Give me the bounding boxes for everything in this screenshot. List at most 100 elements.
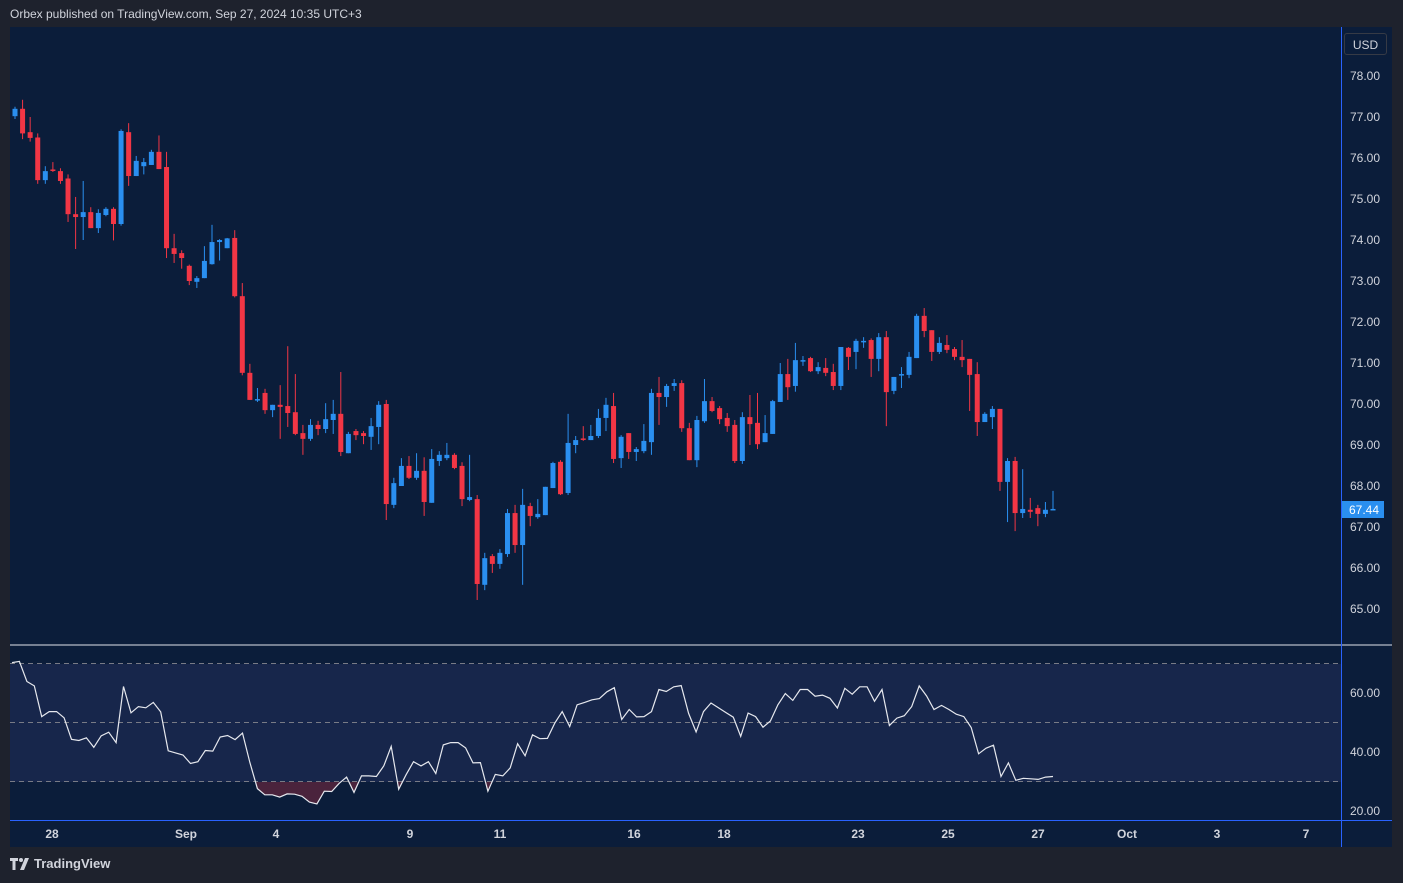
candle [57, 168, 63, 184]
candle-body [474, 499, 480, 584]
rsi-axis[interactable]: 60.00 40.00 20.00 [1350, 686, 1380, 818]
candle [535, 499, 541, 519]
candle [845, 347, 851, 370]
time-tick-label: 28 [45, 827, 59, 841]
candle-body [1020, 508, 1026, 514]
candle [618, 435, 624, 468]
candle [823, 358, 829, 377]
candle-body [823, 367, 829, 373]
candle [527, 502, 533, 527]
candle [762, 415, 768, 443]
candle [989, 406, 995, 430]
candle-body [247, 372, 253, 400]
candle [270, 404, 276, 418]
candle [747, 394, 753, 445]
rsi-tick-label: 40.00 [1350, 745, 1380, 759]
candle-body [292, 412, 298, 434]
price-tick-label: 65.00 [1350, 602, 1380, 616]
candle-body [868, 340, 874, 359]
candle [573, 435, 579, 454]
candle [35, 133, 41, 184]
candle [633, 447, 639, 461]
candle [262, 388, 268, 414]
candle [186, 264, 192, 286]
candle [1035, 504, 1041, 527]
currency-button[interactable]: USD [1344, 33, 1387, 55]
candle [467, 454, 473, 502]
candle-body [618, 436, 624, 459]
candle-body [156, 151, 162, 170]
last-price-value: 67.44 [1349, 503, 1379, 517]
candle [853, 338, 859, 370]
candle-body [565, 442, 571, 493]
candle-body [952, 349, 958, 357]
candle [952, 347, 958, 361]
candle-body [830, 372, 836, 386]
time-axis[interactable]: 28 Sep 4 9 11 16 18 23 25 27 Oct 3 7 [45, 827, 1309, 841]
candle [474, 495, 480, 600]
candles-series [12, 99, 1056, 600]
candle-body [512, 513, 518, 546]
price-axis[interactable]: 78.00 77.00 76.00 75.00 74.00 73.00 72.00 71.00… [1350, 69, 1380, 616]
candle-body [338, 413, 344, 452]
price-tick-label: 75.00 [1350, 192, 1380, 206]
candle-body [1050, 508, 1056, 511]
candle-body [323, 419, 329, 430]
candle [936, 337, 942, 354]
candle [588, 424, 594, 441]
candle [656, 376, 662, 425]
candle [967, 358, 973, 411]
candle [224, 237, 230, 249]
candle-body [777, 374, 783, 402]
candle-body [459, 465, 465, 500]
candle [550, 461, 556, 489]
candle [504, 508, 510, 557]
candle [201, 246, 207, 279]
candle-body [701, 401, 707, 422]
candle [565, 413, 571, 496]
price-tick-label: 78.00 [1350, 69, 1380, 83]
candle-body [103, 208, 109, 215]
time-tick-label: 25 [941, 827, 955, 841]
candle-body [467, 497, 473, 500]
candle-body [558, 461, 564, 495]
candle-body [974, 374, 980, 423]
price-tick-label: 74.00 [1350, 233, 1380, 247]
candle-body [595, 417, 601, 436]
candle-body [239, 296, 245, 373]
candle-body [12, 108, 18, 117]
candle-body [883, 337, 889, 393]
candle [126, 123, 132, 186]
candle-body [209, 242, 215, 265]
candle-body [307, 424, 313, 439]
candle-body [164, 167, 170, 249]
candle [330, 399, 336, 434]
candle [171, 233, 177, 263]
candle [944, 335, 950, 354]
candle [20, 99, 26, 140]
candle-body [300, 433, 306, 439]
price-tick-label: 66.00 [1350, 561, 1380, 575]
candle-body [201, 260, 207, 279]
candle [27, 117, 33, 142]
candle-body [876, 337, 882, 359]
candle-body [73, 214, 79, 218]
time-tick-label: 23 [851, 827, 865, 841]
candle [338, 372, 344, 457]
candle-body [451, 454, 457, 468]
candle-body [747, 417, 753, 425]
candle [876, 333, 882, 372]
candle-body [179, 253, 185, 259]
candle [512, 504, 518, 553]
candle [459, 462, 465, 507]
candle [292, 374, 298, 436]
candle-body [345, 433, 351, 454]
candle-body [770, 401, 776, 434]
tradingview-brand[interactable]: TradingView [10, 856, 110, 871]
candle-body [762, 433, 768, 443]
candle [800, 356, 806, 366]
candle-body [414, 470, 420, 478]
candle [489, 554, 495, 573]
candle-body [406, 465, 412, 478]
